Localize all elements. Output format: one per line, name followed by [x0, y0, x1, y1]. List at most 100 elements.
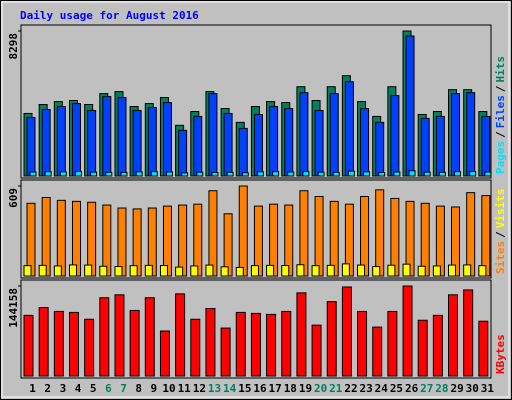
bar: [478, 320, 489, 377]
legend: KBytes: [494, 334, 507, 374]
x-tick-label: 5: [90, 382, 97, 395]
bar: [266, 264, 275, 277]
bar: [135, 171, 143, 177]
bar: [417, 319, 428, 377]
x-tick-label: 15: [238, 382, 251, 395]
x-tick-label: 31: [481, 382, 495, 395]
bar: [150, 171, 158, 177]
bar: [250, 265, 259, 277]
bar: [393, 171, 401, 177]
bar: [129, 309, 140, 377]
bar: [56, 106, 66, 177]
bar: [478, 265, 487, 277]
bar: [26, 202, 36, 277]
x-tick-label: 7: [120, 382, 127, 395]
bar: [302, 170, 310, 177]
bar: [390, 197, 400, 277]
bar: [114, 266, 123, 277]
bar: [269, 106, 279, 177]
x-tick-label: 17: [269, 382, 282, 395]
x-tick-label: 11: [178, 382, 192, 395]
bar: [481, 115, 491, 177]
bar: [329, 93, 339, 177]
bar: [463, 289, 474, 377]
bar: [114, 294, 125, 377]
bar: [53, 265, 62, 277]
x-tick-label: 18: [284, 382, 297, 395]
bar: [311, 265, 320, 277]
bar: [281, 265, 290, 277]
x-tick-label: 14: [223, 382, 237, 395]
bar: [178, 129, 188, 177]
bar: [226, 171, 234, 177]
bar: [311, 324, 322, 377]
bar: [454, 171, 462, 177]
x-tick-label: 16: [253, 382, 267, 395]
bar: [87, 109, 97, 177]
bar: [223, 112, 233, 177]
bar: [117, 207, 127, 277]
bar: [375, 121, 385, 177]
bar: [405, 35, 415, 177]
x-tick-label: 10: [162, 382, 175, 395]
bar: [296, 264, 305, 277]
bar: [84, 318, 95, 377]
bar: [144, 297, 155, 377]
bar: [162, 102, 172, 177]
bar: [74, 170, 82, 177]
bar: [266, 313, 277, 377]
legend-entry: Visits: [494, 189, 507, 229]
bar: [181, 172, 189, 177]
bar: [287, 171, 295, 177]
bar: [435, 115, 445, 177]
x-tick-label: 23: [360, 382, 373, 395]
bar: [99, 297, 110, 377]
bar: [341, 286, 352, 377]
x-tick-label: 22: [344, 382, 357, 395]
bar: [56, 199, 66, 277]
bar: [99, 265, 108, 277]
bar: [296, 292, 307, 377]
bar: [23, 265, 32, 277]
bar: [193, 115, 203, 177]
bar: [105, 171, 113, 177]
bar: [38, 307, 49, 377]
bar: [420, 117, 430, 177]
bar: [387, 310, 398, 377]
bar: [363, 171, 371, 177]
bar: [220, 266, 229, 277]
bar: [256, 171, 264, 177]
bar: [408, 170, 416, 177]
x-tick-label: 30: [466, 382, 479, 395]
bar: [159, 265, 168, 277]
x-tick-label: 8: [135, 382, 142, 395]
bar: [372, 266, 381, 277]
bar: [329, 200, 339, 277]
bar: [299, 92, 309, 177]
bar: [448, 294, 459, 377]
bar: [235, 311, 246, 377]
bar: [466, 92, 476, 177]
bar: [196, 171, 204, 177]
bar: [250, 312, 261, 377]
legend-entry: Hits: [494, 56, 507, 83]
bar: [44, 171, 52, 177]
bar: [481, 195, 491, 277]
x-tick-label: 26: [405, 382, 419, 395]
bar: [238, 127, 248, 177]
bar: [326, 301, 337, 377]
bar: [423, 171, 431, 177]
bar: [463, 264, 472, 277]
bar: [102, 96, 112, 177]
x-tick-label: 19: [299, 382, 312, 395]
bar: [344, 81, 354, 177]
bar: [175, 266, 184, 277]
bar: [341, 263, 350, 277]
bar: [420, 202, 430, 277]
x-tick-label: 24: [375, 382, 389, 395]
bar: [68, 311, 79, 377]
bar: [432, 314, 443, 377]
bar: [314, 195, 324, 277]
